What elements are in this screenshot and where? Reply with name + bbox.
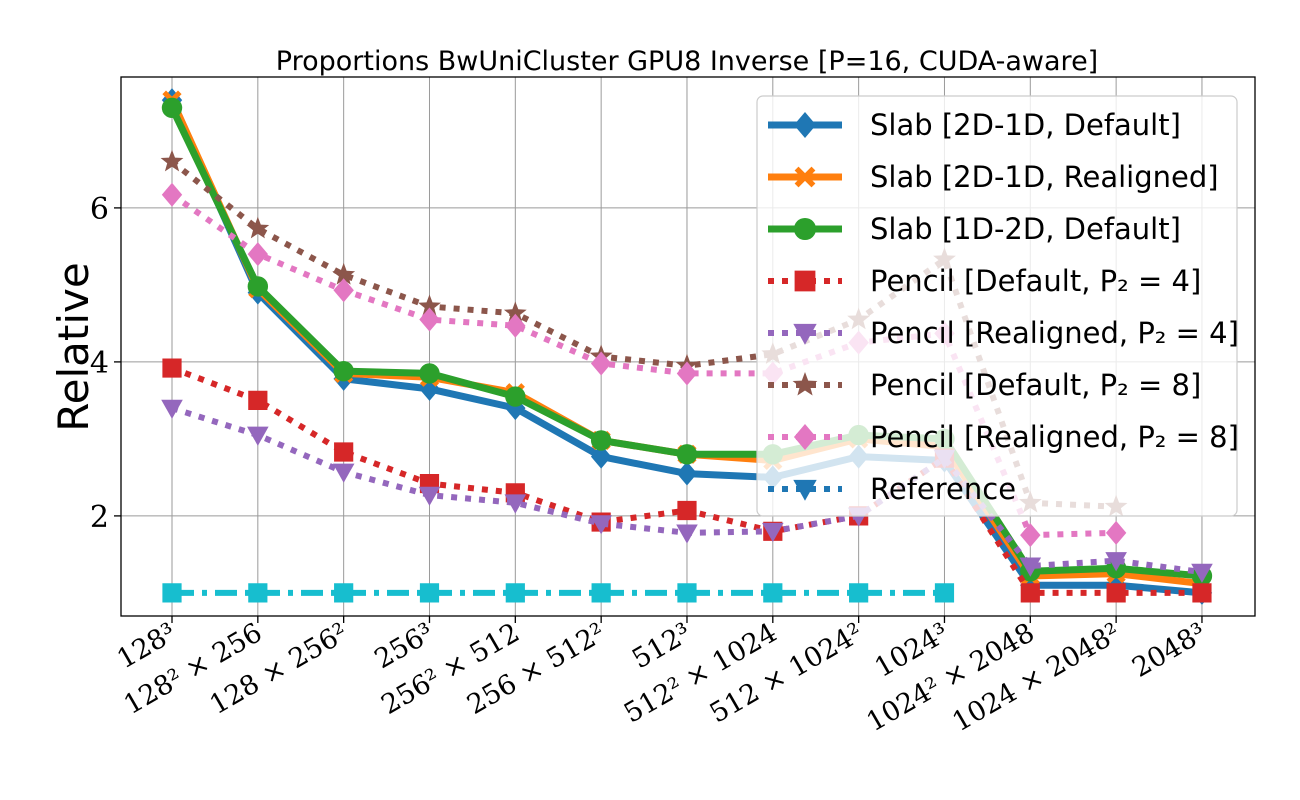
legend-label: Slab [2D-1D, Default] (870, 108, 1181, 142)
legend-label: Pencil [Default, P₂ = 4] (870, 264, 1201, 298)
y-axis: 2 4 6 (90, 192, 121, 535)
chart-title: Proportions BwUniCluster GPU8 Inverse [P… (276, 46, 1098, 77)
data-point (334, 442, 354, 462)
data-point (505, 313, 526, 338)
data-point (418, 294, 441, 317)
legend-marker (792, 372, 818, 396)
legend-label: Pencil [Realigned, P₂ = 8] (870, 420, 1239, 454)
plot-frame (120, 76, 1256, 617)
data-point (162, 358, 182, 378)
legend-item-pencil-default-p-4: Pencil [Default, P₂ = 4] (768, 264, 1201, 298)
legend-marker (793, 479, 817, 501)
data-point (247, 276, 269, 297)
data-point (762, 522, 784, 543)
legend-marker (793, 217, 817, 241)
data-point (161, 97, 183, 119)
data-point (333, 360, 354, 382)
data-point (1020, 583, 1040, 603)
data-point (677, 583, 697, 603)
data-point (504, 494, 527, 514)
series-reference (162, 583, 955, 603)
data-point (333, 278, 354, 303)
legend-box (756, 95, 1238, 517)
data-point (590, 515, 612, 535)
data-point (1106, 583, 1126, 603)
data-point (334, 583, 354, 603)
data-point (419, 363, 440, 384)
data-point (676, 361, 698, 386)
data-point (677, 500, 697, 521)
data-point (676, 524, 698, 544)
legend-item-pencil-realigned-p-8: Pencil [Realigned, P₂ = 8] (768, 420, 1239, 454)
data-point (763, 583, 783, 603)
legend-label: Pencil [Realigned, P₂ = 4] (870, 316, 1239, 350)
legend-item-slab-1d-2d-default: Slab [1D-2D, Default] (768, 212, 1181, 246)
data-point (590, 430, 612, 451)
y-tick-label: 2 (90, 500, 109, 535)
data-point (1019, 557, 1042, 577)
legend-marker (793, 424, 817, 450)
data-point (503, 301, 527, 324)
data-point (1191, 563, 1213, 583)
data-point (676, 461, 698, 486)
legend-item-slab-2d-1d-realigned: Slab [2D-1D, Realigned] (768, 160, 1219, 194)
data-point (246, 216, 270, 239)
y-tick-label: 6 (90, 192, 109, 227)
data-point (248, 390, 268, 410)
data-point (590, 351, 612, 376)
data-point (419, 583, 440, 603)
data-point (591, 583, 611, 603)
legend: Slab [2D-1D, Default] Slab [2D-1D, Realig… (756, 95, 1239, 517)
data-point (247, 242, 269, 267)
legend-marker (793, 112, 817, 138)
legend-label: Slab [1D-2D, Default] (870, 212, 1181, 246)
data-point (505, 386, 526, 407)
data-point (1192, 583, 1212, 603)
y-tick-label: 4 (90, 346, 109, 381)
data-point (161, 399, 183, 419)
legend-label: Pencil [Default, P₂ = 8] (870, 368, 1201, 402)
series-line (170, 159, 1117, 510)
legend-item-reference: Reference (768, 472, 1016, 506)
legend-label: Reference (870, 472, 1016, 506)
data-point (849, 583, 869, 603)
data-point (505, 583, 525, 603)
legend-marker (794, 166, 816, 188)
data-point (162, 583, 182, 603)
data-point (590, 444, 612, 469)
legend-label: Slab [2D-1D, Realigned] (870, 160, 1219, 194)
data-point (332, 463, 355, 483)
legend-marker (794, 270, 816, 292)
data-point (160, 149, 184, 172)
data-point (247, 426, 269, 446)
data-point (332, 262, 356, 285)
data-point (1105, 552, 1127, 572)
legend-marker (793, 323, 817, 345)
data-point (676, 444, 698, 465)
legend-item-pencil-default-p-8: Pencil [Default, P₂ = 8] (768, 368, 1201, 402)
data-point (161, 182, 183, 207)
data-point (418, 486, 441, 506)
data-point (1020, 523, 1041, 548)
y-axis-label: Relative (49, 262, 98, 431)
legend-item-pencil-realigned-p-4: Pencil [Realigned, P₂ = 4] (768, 316, 1239, 350)
legend-item-slab-2d-1d-default: Slab [2D-1D, Default] (768, 108, 1181, 142)
data-point (934, 583, 955, 603)
data-point (248, 583, 268, 603)
data-point (1105, 520, 1127, 545)
data-point (419, 307, 440, 332)
